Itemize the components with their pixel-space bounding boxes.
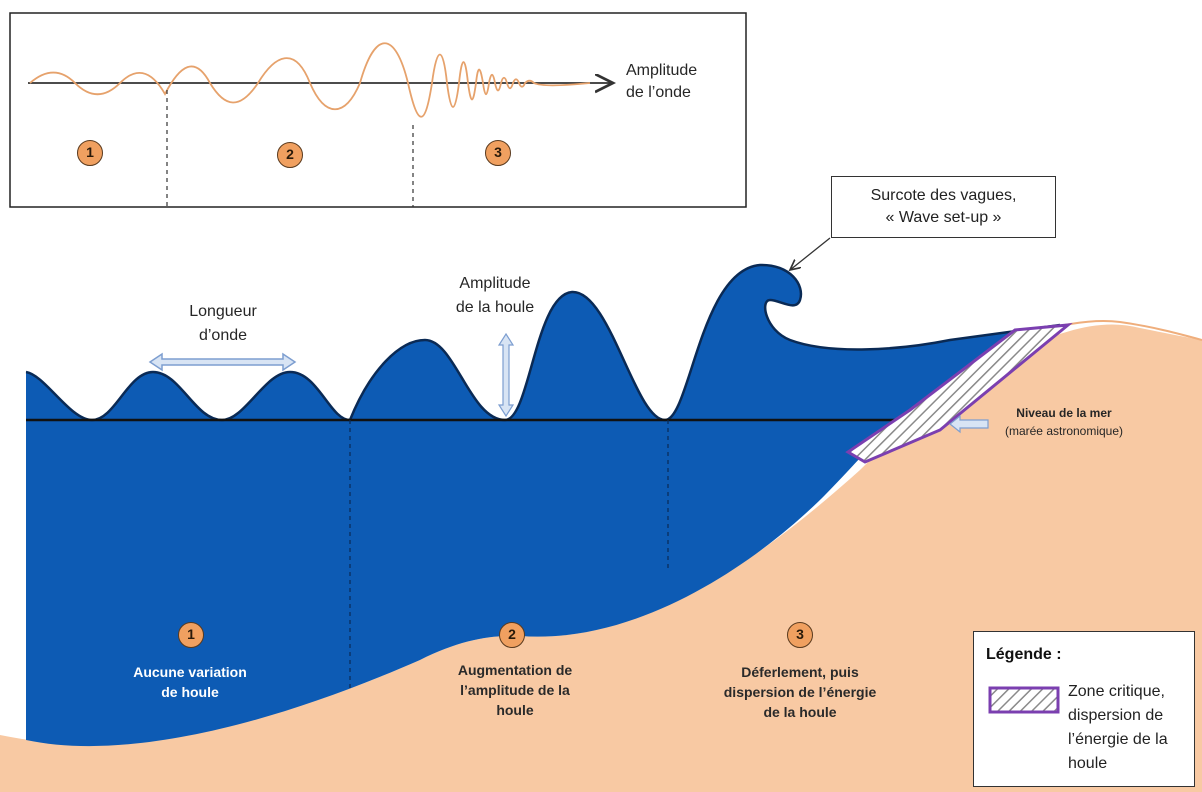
amplitude-label-line1: Amplitude (459, 275, 531, 292)
wavelength-label-line2: d’onde (198, 327, 248, 344)
amplitude-arrow (497, 332, 515, 418)
inset-zone-badge-1: 1 (77, 140, 103, 166)
legend-line1: Zone critique, (1068, 683, 1165, 700)
inset-zone-badge-3: 3 (485, 140, 511, 166)
amplitude-label-line2: de la houle (455, 299, 535, 316)
inset-wave (29, 42, 591, 118)
zone-3-line3: de la houle (763, 704, 837, 720)
wavelength-label-line1: Longueur (189, 303, 257, 320)
zone-badge-1: 1 (178, 622, 204, 648)
callout-line1: Surcote des vagues, (870, 187, 1017, 204)
inset-axis-label-line1: Amplitude (626, 62, 698, 79)
legend-description: Zone critique, dispersion de l’énergie d… (1068, 680, 1190, 776)
sea-level-arrow (949, 414, 989, 434)
zone-3-line2: dispersion de l’énergie (723, 684, 877, 700)
sea-level-label-line2: (marée astronomique) (1004, 424, 1124, 438)
inset-frame (9, 12, 747, 208)
zone-2-line3: houle (496, 702, 534, 718)
critical-zone (845, 323, 1073, 464)
zone-1-description: Aucune variation de houle (95, 662, 285, 702)
wave-setup-callout: Surcote des vagues, « Wave set-up » (831, 176, 1056, 238)
legend-line3: l’énergie de la (1068, 731, 1168, 748)
legend-line4: houle (1068, 755, 1108, 772)
sea-level-label-line1: Niveau de la mer (1016, 406, 1112, 420)
sea-level-label: Niveau de la mer (marée astronomique) (984, 404, 1144, 440)
legend-swatch-critical-zone (988, 686, 1060, 714)
legend-line2: dispersion de (1068, 707, 1164, 724)
callout-line2: « Wave set-up » (885, 209, 1002, 226)
zone-1-line2: de houle (161, 684, 219, 700)
wavelength-arrow (148, 352, 297, 372)
zone-2-line2: l’amplitude de la (460, 682, 570, 698)
wavelength-label: Longueur d’onde (168, 300, 278, 348)
zone-2-line1: Augmentation de (457, 662, 573, 678)
zone-2-description: Augmentation de l’amplitude de la houle (420, 660, 610, 720)
callout-pointer (790, 237, 831, 270)
zone-3-description: Déferlement, puis dispersion de l’énergi… (700, 662, 900, 722)
zone-1-line1: Aucune variation (133, 664, 247, 680)
zone-badge-2: 2 (499, 622, 525, 648)
legend-box: Légende : Zone critique, dispersion de l… (973, 631, 1195, 787)
amplitude-label: Amplitude de la houle (435, 272, 555, 320)
inset-axis-label: Amplitude de l’onde (626, 60, 697, 104)
water-body (26, 264, 1060, 747)
wave-outline (25, 263, 1061, 422)
inset-axis-label-line2: de l’onde (626, 84, 691, 101)
zone-badge-3: 3 (787, 622, 813, 648)
inset-zone-badge-2: 2 (277, 142, 303, 168)
zone-3-line1: Déferlement, puis (741, 664, 859, 680)
legend-title: Légende : (986, 646, 1062, 663)
